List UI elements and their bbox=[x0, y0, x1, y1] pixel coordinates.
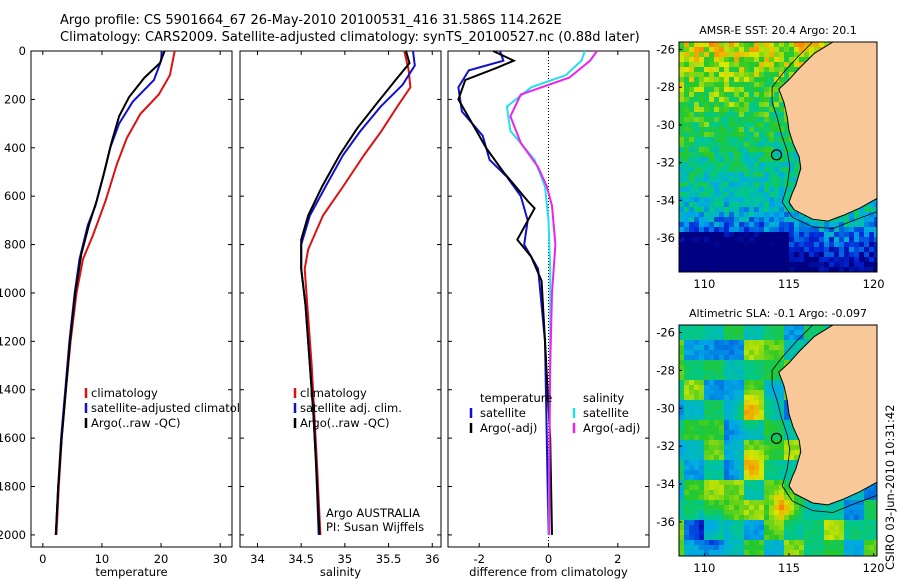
title-line-2: Climatology: CARS2009. Satellite-adjuste… bbox=[60, 30, 640, 45]
map-xtick-label: 110 bbox=[693, 561, 715, 575]
xtick-label: 0 bbox=[545, 552, 552, 566]
map-ytick-label: -34 bbox=[656, 193, 675, 207]
xtick-label: 30 bbox=[213, 552, 228, 566]
map-ytick-label: -26 bbox=[656, 43, 675, 57]
xtick-label: 36 bbox=[425, 552, 440, 566]
ytick-label: 1600 bbox=[0, 431, 26, 445]
shelf-contour bbox=[771, 42, 877, 230]
plot-frame-temperature bbox=[30, 50, 233, 548]
xtick-label: 35 bbox=[338, 552, 353, 566]
argo-location-marker bbox=[770, 149, 783, 161]
legend-heading: temperature bbox=[480, 391, 552, 405]
map-xtick-label: 115 bbox=[778, 561, 800, 575]
credit-annotation: Argo AUSTRALIA bbox=[326, 506, 420, 520]
map-field-sst bbox=[679, 42, 877, 272]
xtick-label: 34 bbox=[250, 552, 265, 566]
xtick-label: 34.5 bbox=[288, 552, 314, 566]
series-line-climatology bbox=[303, 50, 412, 535]
series-line-argo-raw-qc- bbox=[54, 50, 166, 535]
legend-label: Argo(-adj) bbox=[480, 421, 537, 435]
map-ytick-label: -28 bbox=[656, 363, 675, 377]
shelf-contour bbox=[771, 325, 877, 513]
plot-frame-salinity bbox=[239, 50, 442, 548]
legend-label: Argo(..raw -QC) bbox=[300, 416, 390, 430]
map-xtick-label: 120 bbox=[863, 561, 885, 575]
ytick-label: 400 bbox=[4, 141, 26, 155]
map-ytick-label: -28 bbox=[656, 80, 675, 94]
ytick-label: 0 bbox=[19, 44, 26, 58]
legend-label: satellite bbox=[480, 406, 526, 420]
land-mask bbox=[778, 42, 877, 222]
map-ytick-label: -34 bbox=[656, 477, 675, 491]
legend-heading: salinity bbox=[583, 391, 624, 405]
xtick-label: -2 bbox=[473, 552, 484, 566]
map-ytick-label: -26 bbox=[656, 326, 675, 340]
map-ytick-label: -32 bbox=[656, 156, 675, 170]
xtick-label: 20 bbox=[154, 552, 169, 566]
ytick-label: 200 bbox=[4, 92, 26, 106]
xtick-label: 0 bbox=[39, 552, 46, 566]
ytick-label: 1800 bbox=[0, 480, 26, 494]
series-line-temperature-argo-adj- bbox=[457, 50, 553, 535]
xaxis-label: temperature bbox=[95, 565, 167, 579]
xtick-label: 10 bbox=[95, 552, 110, 566]
timestamp-label: CSIRO 03-Jun-2010 10:31:42 bbox=[883, 404, 897, 570]
series-line-argo-raw-qc- bbox=[300, 50, 411, 535]
map-xtick-label: 110 bbox=[693, 277, 715, 291]
map-xtick-label: 115 bbox=[778, 277, 800, 291]
ytick-label: 1400 bbox=[0, 383, 26, 397]
xaxis-label: difference from climatology bbox=[469, 565, 628, 579]
legend-label: satellite adj. clim. bbox=[300, 401, 402, 415]
title-line-1: Argo profile: CS 5901664_67 26-May-2010 … bbox=[60, 13, 562, 28]
map-frame-sst bbox=[678, 41, 878, 273]
map-xtick-label: 120 bbox=[863, 277, 885, 291]
ytick-label: 2000 bbox=[0, 528, 26, 542]
xtick-label: 2 bbox=[614, 552, 621, 566]
legend-label: satellite-adjusted climatology bbox=[91, 401, 261, 415]
xtick-label: 35.5 bbox=[376, 552, 402, 566]
legend-label: satellite bbox=[583, 406, 629, 420]
ytick-label: 1200 bbox=[0, 334, 26, 348]
map-title: AMSR-E SST: 20.4 Argo: 20.1 bbox=[699, 24, 857, 37]
map-title: Altimetric SLA: -0.1 Argo: -0.097 bbox=[689, 307, 867, 320]
legend-label: climatology bbox=[300, 386, 367, 400]
argo-location-marker bbox=[770, 432, 783, 444]
map-frame-sla bbox=[678, 324, 878, 557]
land-mask bbox=[778, 325, 877, 506]
ytick-label: 600 bbox=[4, 189, 26, 203]
map-field-sla bbox=[679, 325, 877, 556]
credit-annotation: PI: Susan Wijffels bbox=[326, 520, 424, 534]
legend-label: Argo(..raw -QC) bbox=[91, 416, 181, 430]
ytick-label: 800 bbox=[4, 238, 26, 252]
map-ytick-label: -30 bbox=[656, 118, 675, 132]
xaxis-label: salinity bbox=[320, 565, 361, 579]
series-line-salinity-argo-adj- bbox=[509, 50, 598, 535]
map-ytick-label: -36 bbox=[656, 515, 675, 529]
map-ytick-label: -36 bbox=[656, 231, 675, 245]
legend-label: Argo(-adj) bbox=[583, 421, 640, 435]
ytick-label: 1000 bbox=[0, 286, 26, 300]
map-ytick-label: -30 bbox=[656, 401, 675, 415]
legend-label: climatology bbox=[91, 386, 158, 400]
map-ytick-label: -32 bbox=[656, 439, 675, 453]
